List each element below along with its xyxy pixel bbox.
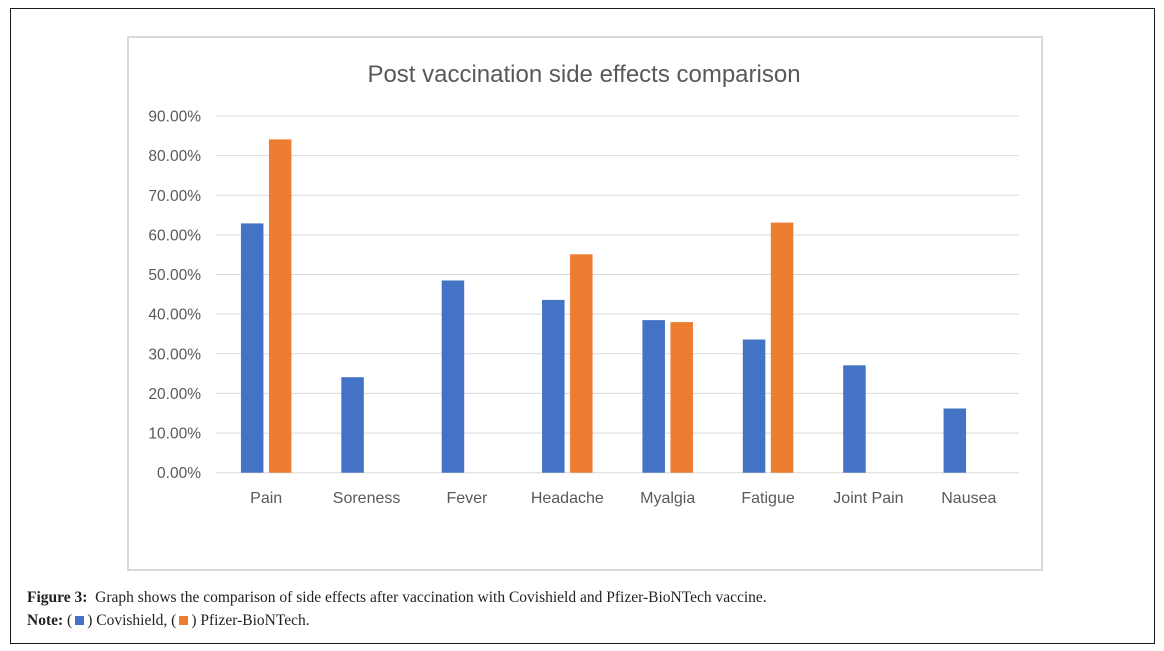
figure-caption: Figure 3: Graph shows the comparison of …	[27, 589, 767, 607]
y-tick-label: 0.00%	[157, 465, 201, 482]
bar-pfizer-biontech-myalgia	[670, 322, 693, 473]
bar-covishield-nausea	[943, 408, 967, 473]
figure-text: Graph shows the comparison of side effec…	[95, 589, 767, 606]
x-category-label: Joint Pain	[833, 490, 903, 507]
bars	[240, 139, 967, 473]
y-tick-label: 20.00%	[148, 386, 201, 403]
x-axis-category-labels: Pain Soreness Fever Headache Myalgia Fatigue J…	[250, 490, 996, 507]
chart-title: Post vaccination side effects comparison	[367, 61, 800, 88]
bar-pfizer-biontech-headache	[570, 254, 593, 473]
bar-covishield-joint-pain	[843, 365, 866, 473]
y-tick-label: 50.00%	[148, 267, 201, 284]
x-category-label: Fatigue	[741, 490, 794, 507]
bar-covishield-soreness	[341, 377, 364, 473]
bar-covishield-myalgia	[642, 320, 665, 473]
figure-label: Figure 3:	[27, 589, 88, 606]
covishield-swatch-icon	[75, 616, 85, 625]
y-tick-label: 70.00%	[148, 188, 201, 205]
y-tick-label: 80.00%	[148, 148, 201, 165]
y-tick-label: 10.00%	[148, 426, 201, 443]
y-tick-label: 60.00%	[148, 227, 201, 244]
y-tick-label: 90.00%	[148, 109, 201, 126]
note-series-1: ) Covishield, (	[87, 612, 177, 629]
bar-covishield-fatigue	[742, 339, 766, 473]
y-tick-label: 30.00%	[148, 346, 201, 363]
pfizer-swatch-icon	[179, 616, 189, 625]
bar-covishield-headache	[542, 299, 565, 473]
x-category-label: Fever	[446, 490, 488, 507]
note-open: (	[67, 612, 73, 629]
x-category-label: Nausea	[941, 490, 996, 507]
bar-pfizer-biontech-pain	[268, 139, 292, 473]
x-category-label: Headache	[531, 490, 604, 507]
bar-covishield-fever	[441, 280, 465, 473]
note-series-2: ) Pfizer-BioNTech.	[191, 612, 310, 629]
x-category-label: Pain	[250, 490, 282, 507]
figure-note: Note: ( ) Covishield, ( ) Pfizer-BioNTech.	[27, 612, 310, 630]
y-tick-label: 40.00%	[148, 307, 201, 324]
bar-covishield-pain	[240, 223, 264, 473]
x-category-label: Soreness	[333, 490, 401, 507]
gridlines	[216, 115, 1019, 474]
bar-pfizer-biontech-fatigue	[770, 222, 794, 473]
x-category-label: Myalgia	[640, 490, 695, 507]
note-label: Note:	[27, 612, 64, 629]
y-axis-tick-labels: 0.00% 10.00% 20.00% 30.00% 40.00% 50.00% 60.00…	[148, 109, 201, 483]
